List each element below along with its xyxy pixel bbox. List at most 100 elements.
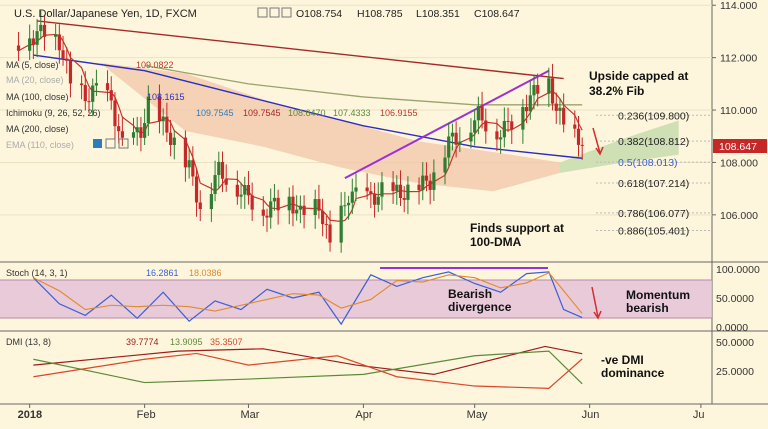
candle-body	[161, 116, 165, 122]
legend-ma100-value: 108.1615	[147, 92, 185, 102]
legend-close-icon[interactable]	[118, 138, 129, 149]
candle-body	[321, 210, 325, 225]
candle-body	[395, 184, 399, 191]
candle-body	[428, 180, 432, 190]
dmi-tick-label: 25.0000	[716, 366, 754, 378]
candle-body	[269, 201, 273, 218]
callout-dmi-1: -ve DMI	[601, 353, 644, 367]
candle-body	[502, 120, 506, 138]
callout-mom-1: Momentum	[626, 288, 690, 302]
ohlc-c: C108.647	[474, 8, 520, 20]
candle-body	[139, 127, 143, 138]
candle-body	[168, 132, 173, 145]
candle-body	[213, 175, 217, 195]
candle-body	[454, 132, 458, 145]
candle-body	[324, 224, 328, 226]
candle-body	[302, 205, 306, 215]
candle-body	[35, 31, 39, 45]
candle-body	[42, 24, 47, 37]
candle-body	[235, 184, 239, 197]
candle-body	[291, 196, 295, 214]
trendline-up	[344, 69, 550, 180]
stoch-tick-label: 0.0000	[716, 322, 748, 334]
callout-support-2: 100-DMA	[470, 235, 522, 249]
candle-body	[194, 176, 199, 203]
stoch-k-value: 16.2861	[146, 268, 179, 278]
price-tick-label: 108.000	[720, 157, 758, 169]
candles	[16, 10, 584, 253]
candle-body	[346, 202, 351, 206]
candle-body	[54, 34, 58, 37]
candle-body	[191, 160, 195, 177]
time-tick-label: Jun	[582, 409, 600, 421]
candle-body	[473, 120, 477, 133]
time-tick-label: 2018	[18, 409, 42, 421]
candle-body	[250, 195, 254, 210]
candle-body	[380, 182, 384, 197]
candle-body	[146, 96, 150, 124]
candle-body	[287, 196, 291, 211]
candle-body	[113, 100, 117, 127]
candle-body	[558, 107, 562, 111]
candle-body	[458, 141, 462, 145]
price-tick-label: 114.000	[720, 0, 757, 12]
candle-body	[528, 95, 532, 112]
candle-body	[365, 187, 369, 192]
candle-body	[87, 101, 91, 103]
fib-label: 0.382(108.812)	[618, 136, 689, 148]
ohlc-l: L108.351	[416, 8, 460, 20]
candle-body	[372, 194, 377, 205]
time-tick-label: May	[467, 409, 488, 421]
candle-body	[57, 34, 61, 51]
callout-div-1: Bearish	[448, 287, 492, 301]
candle-body	[447, 136, 451, 158]
down-arrow-stoch	[591, 286, 599, 318]
candle-body	[68, 60, 73, 84]
candle-body	[443, 157, 447, 173]
stoch-axis: 100.0000 50.0000 0.0000	[716, 264, 760, 334]
candle-body	[350, 191, 354, 203]
candle-body	[536, 85, 540, 94]
callout-fib-1: Upside capped at	[589, 69, 688, 83]
stoch-tick-label: 50.0000	[716, 293, 754, 305]
down-arrow-price	[592, 127, 601, 154]
candle-body	[117, 126, 121, 132]
candle-body	[172, 137, 176, 145]
legend-ema110: EMA (110, close)	[6, 140, 74, 150]
legend-ichimoku-v4: 107.4333	[333, 108, 371, 118]
eye-icon[interactable]	[257, 7, 268, 18]
indicator-legend: MA (5, close) 109.0822 MA (20, close) MA…	[6, 60, 418, 150]
price-tag-text: 108.647	[719, 141, 757, 153]
candle-body	[532, 85, 536, 96]
candle-body	[476, 106, 480, 121]
legend-ichimoku-v1: 109.7545	[196, 108, 234, 118]
legend-ma5: MA (5, close)	[6, 60, 59, 70]
legend-ichimoku-v3: 108.6470	[288, 108, 326, 118]
callout-support-1: Finds support at	[470, 221, 564, 235]
axis-bg	[712, 0, 768, 424]
dmi-tick-label: 50.0000	[716, 337, 754, 349]
candle-body	[187, 160, 191, 168]
dmi-label: DMI (13, 8)	[6, 337, 51, 347]
candle-body	[417, 184, 421, 191]
time-tick-label: Ju	[693, 409, 705, 421]
candle-body	[39, 24, 43, 32]
fib-label: 0.236(109.800)	[618, 110, 689, 122]
legend-eye-icon[interactable]	[93, 139, 102, 148]
candle-body	[562, 107, 566, 125]
candle-body	[31, 38, 35, 45]
candle-body	[261, 209, 265, 216]
candle-body	[61, 50, 65, 59]
candle-body	[484, 120, 488, 132]
settings-icon[interactable]	[269, 7, 280, 18]
candle-body	[343, 205, 347, 207]
candle-body	[391, 182, 395, 191]
legend-settings-icon[interactable]	[105, 138, 116, 149]
close-icon[interactable]	[281, 7, 292, 18]
candle-body	[328, 224, 332, 243]
candle-body	[79, 83, 84, 86]
stoch-label: Stoch (14, 3, 1)	[6, 268, 68, 278]
candle-body	[94, 83, 99, 86]
time-axis: 2018 Feb Mar Apr May Jun Ju	[18, 404, 705, 421]
candle-body	[295, 209, 299, 214]
